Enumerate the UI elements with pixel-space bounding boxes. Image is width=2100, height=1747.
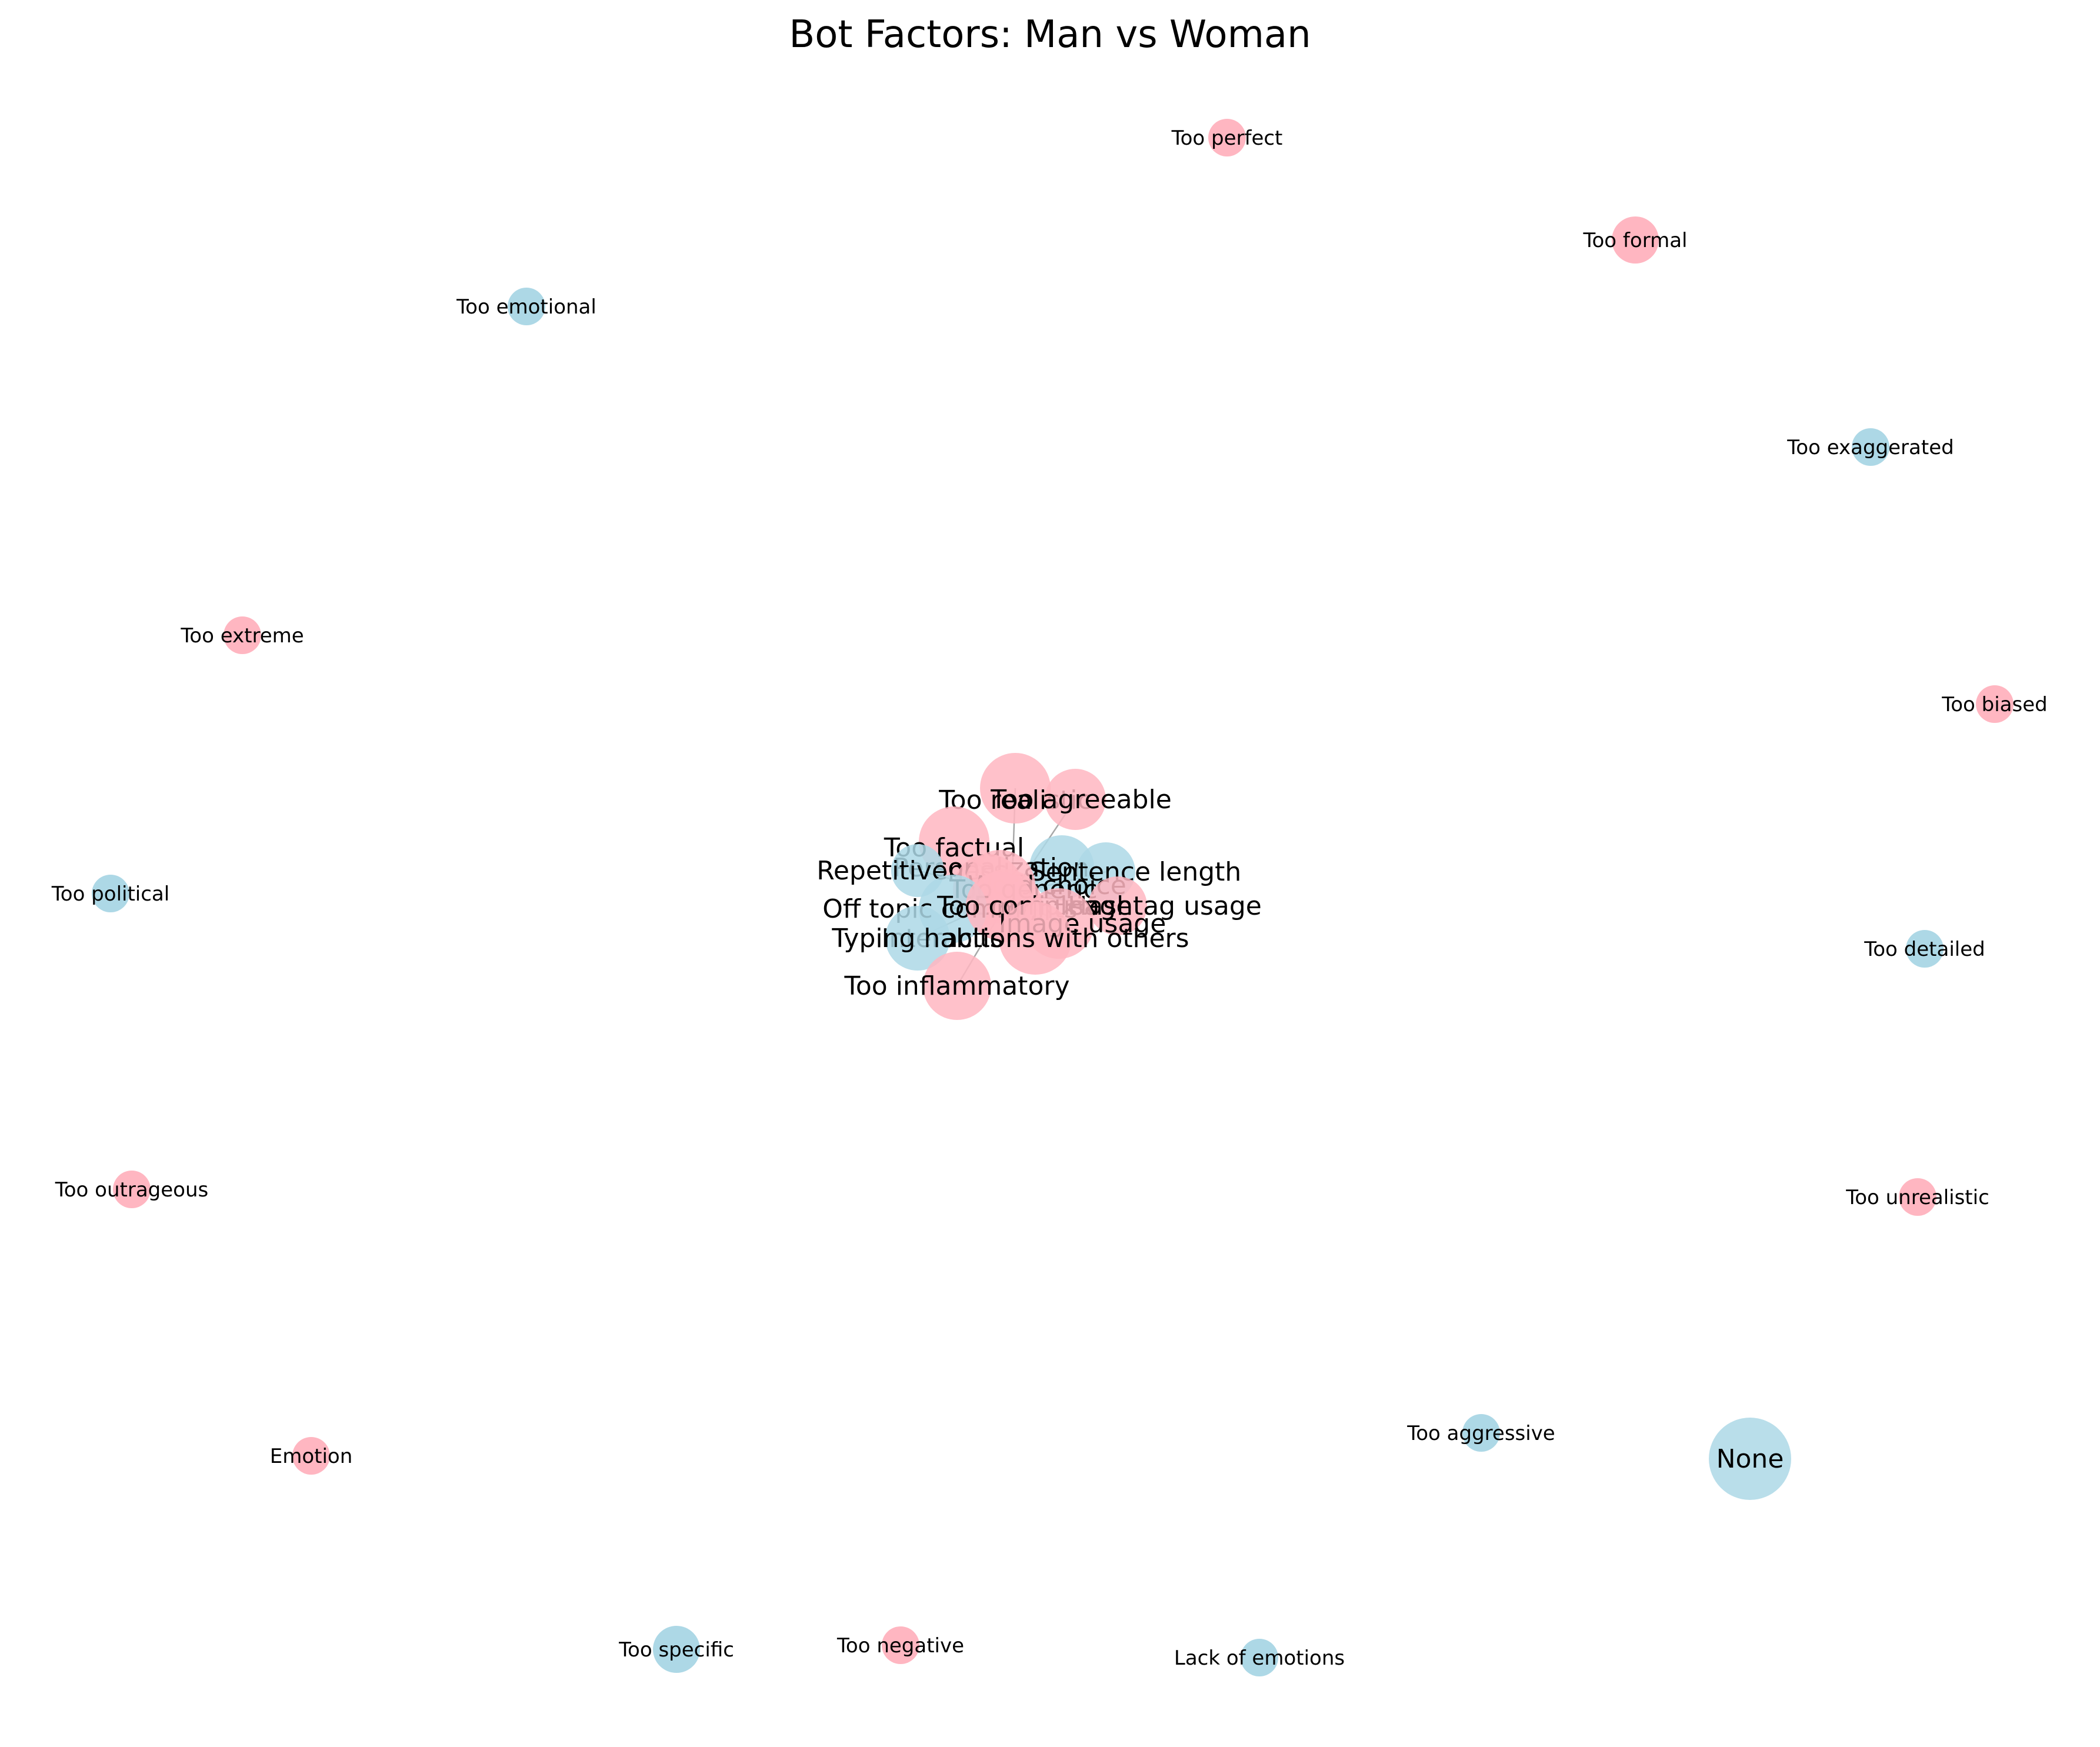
node-label-none: None — [1716, 1444, 1784, 1474]
node-lack-of-emotions[interactable]: Lack of emotions — [1174, 1639, 1345, 1676]
node-too-outrageous[interactable]: Too outrageous — [55, 1171, 208, 1208]
node-too-inflammatory[interactable]: Too inflammatory — [844, 952, 1070, 1020]
node-circle-too-detailed[interactable] — [1906, 930, 1944, 968]
node-label-too-unrealistic: Too unrealistic — [1845, 1186, 1989, 1209]
node-circle-personalization[interactable] — [1029, 835, 1094, 900]
node-label-too-agreeable: Too agreeable — [990, 785, 1172, 815]
node-circle-too-formal[interactable] — [1612, 216, 1659, 264]
node-label-too-exaggerated: Too exaggerated — [1786, 436, 1954, 459]
node-circle-none[interactable] — [1709, 1418, 1791, 1500]
node-label-typing-habits: Typing habits — [831, 923, 1003, 953]
node-circle-too-inflammatory[interactable] — [923, 952, 991, 1020]
node-circle-too-agreeable[interactable] — [1045, 769, 1106, 830]
node-too-unrealistic[interactable]: Too unrealistic — [1845, 1178, 1989, 1216]
node-emotion[interactable]: Emotion — [270, 1437, 353, 1475]
node-circle-too-outrageous[interactable] — [113, 1171, 151, 1208]
node-circle-too-political[interactable] — [92, 875, 129, 912]
node-label-too-outrageous: Too outrageous — [55, 1178, 208, 1202]
node-circle-too-perfect[interactable] — [1208, 119, 1246, 156]
node-circle-lack-of-emotions[interactable] — [1241, 1639, 1278, 1676]
node-label-emotion: Emotion — [270, 1445, 353, 1468]
node-label-too-inflammatory: Too inflammatory — [844, 971, 1069, 1001]
node-too-negative[interactable]: Too negative — [836, 1626, 964, 1664]
node-label-too-aggressive: Too aggressive — [1406, 1422, 1555, 1445]
node-too-biased[interactable]: Too biased — [1941, 685, 2048, 723]
node-label-too-negative: Too negative — [836, 1634, 964, 1658]
node-label-sentence-length: Sentence length — [1029, 857, 1242, 887]
node-label-too-detailed: Too detailed — [1864, 938, 1985, 961]
node-too-detailed[interactable]: Too detailed — [1864, 930, 1985, 968]
node-label-lack-of-emotions: Lack of emotions — [1174, 1646, 1345, 1670]
node-too-agreeable[interactable]: Too agreeable — [990, 769, 1172, 830]
node-hashtag-usage[interactable]: Hashtag usage — [1068, 876, 1262, 935]
node-circle-too-negative[interactable] — [882, 1626, 919, 1664]
node-none[interactable]: None — [1709, 1418, 1791, 1500]
node-too-aggressive[interactable]: Too aggressive — [1406, 1414, 1555, 1452]
node-too-formal[interactable]: Too formal — [1583, 216, 1688, 264]
node-circle-too-unrealistic[interactable] — [1899, 1178, 1936, 1216]
node-label-too-formal: Too formal — [1583, 229, 1688, 252]
node-too-emotional[interactable]: Too emotional — [456, 288, 596, 325]
node-label-too-perfect: Too perfect — [1171, 126, 1283, 150]
node-circle-too-specific[interactable] — [653, 1626, 700, 1673]
node-label-too-specific: Too specific — [618, 1638, 734, 1662]
node-too-exaggerated[interactable]: Too exaggerated — [1786, 428, 1954, 466]
node-circle-hashtag-usage[interactable] — [1088, 876, 1147, 935]
node-label-too-emotional: Too emotional — [456, 295, 596, 319]
node-circle-too-extreme[interactable] — [224, 616, 261, 654]
node-label-too-biased: Too biased — [1941, 693, 2047, 716]
node-circle-too-realistic[interactable] — [980, 753, 1051, 824]
node-circle-typing-habits[interactable] — [885, 906, 950, 971]
graph-title: Bot Factors: Man vs Woman — [789, 13, 1311, 56]
node-circle-too-emotional[interactable] — [508, 288, 545, 325]
node-label-hashtag-usage: Hashtag usage — [1068, 891, 1262, 921]
node-layer: Too perfect Too formal Too emotional Too ex… — [51, 119, 2048, 1676]
node-too-specific[interactable]: Too specific — [618, 1626, 734, 1673]
node-too-extreme[interactable]: Too extreme — [180, 616, 304, 654]
node-sentence-length[interactable]: Sentence length — [1029, 842, 1242, 901]
node-label-too-political: Too political — [51, 882, 169, 906]
node-circle-emotion[interactable] — [292, 1437, 330, 1475]
node-circle-too-exaggerated[interactable] — [1852, 428, 1889, 466]
node-too-perfect[interactable]: Too perfect — [1171, 119, 1283, 156]
node-too-political[interactable]: Too political — [51, 875, 169, 912]
node-label-too-extreme: Too extreme — [180, 624, 304, 648]
node-circle-too-aggressive[interactable] — [1462, 1414, 1500, 1452]
node-circle-interactions-with-others[interactable] — [999, 902, 1072, 975]
node-circle-too-biased[interactable] — [1976, 685, 2014, 723]
node-typing-habits[interactable]: Typing habits — [831, 906, 1004, 971]
